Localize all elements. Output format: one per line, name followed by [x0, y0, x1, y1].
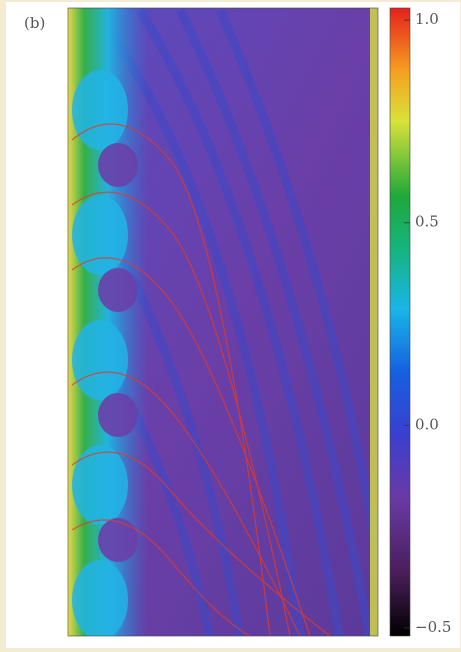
heatmap — [68, 8, 378, 636]
colorbar-tick-label: 0.5 — [415, 213, 439, 231]
panel-label: (b) — [24, 14, 45, 32]
colorbar-tick-label: 0.0 — [415, 415, 439, 433]
colorbar — [389, 7, 411, 637]
colorbar-tick-label: 1.0 — [415, 10, 439, 28]
colorbar-tick-label: −0.5 — [415, 618, 451, 636]
